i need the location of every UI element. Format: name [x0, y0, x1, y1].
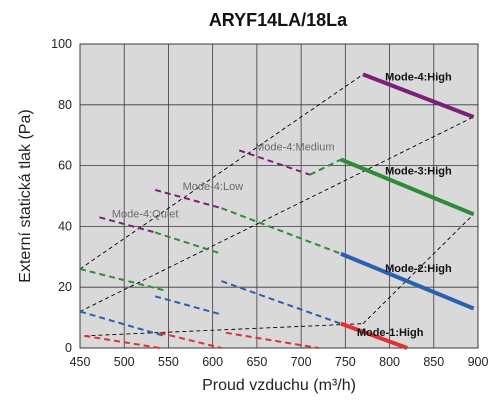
boundary-line — [79, 116, 474, 312]
series-label: Mode-1:High — [357, 327, 424, 339]
series-label: Mode-2:High — [385, 263, 452, 275]
x-axis-label: Proud vzduchu (m³/h) — [202, 377, 356, 394]
series-line — [340, 321, 408, 350]
x-tick-label: 500 — [114, 355, 135, 369]
series-line — [84, 334, 160, 349]
x-tick-label: 700 — [291, 355, 312, 369]
series-line — [309, 158, 342, 176]
series-line — [154, 231, 222, 255]
chart-title: ARYF14LA/18La — [209, 10, 348, 30]
x-tick-label: 650 — [246, 355, 267, 369]
series-label: Mode-4:Quiet — [112, 208, 179, 220]
y-tick-label: 80 — [58, 98, 72, 112]
boundary-line — [362, 213, 474, 324]
series-label: Mode-4:Medium — [255, 141, 334, 153]
series-line — [159, 331, 222, 349]
boundary-line — [79, 74, 364, 270]
x-tick-label: 550 — [158, 355, 179, 369]
x-tick-label: 600 — [202, 355, 223, 369]
series-label: Mode-4:Low — [183, 181, 244, 193]
y-tick-label: 20 — [58, 280, 72, 294]
x-tick-label: 450 — [70, 355, 91, 369]
series-line — [221, 280, 342, 325]
series-line — [340, 157, 475, 217]
series-line — [79, 310, 165, 337]
series-line — [221, 207, 342, 255]
y-axis-label: Externí statická tlak (Pa) — [17, 109, 34, 282]
y-tick-label: 0 — [65, 341, 72, 355]
series-line — [225, 331, 319, 349]
x-tick-label: 750 — [335, 355, 356, 369]
series-line — [79, 267, 165, 292]
series-line — [340, 251, 475, 311]
boundary-line — [84, 323, 364, 337]
x-tick-label: 850 — [423, 355, 444, 369]
y-tick-label: 100 — [51, 37, 72, 51]
x-tick-label: 900 — [468, 355, 489, 369]
series-label: Mode-3:High — [385, 166, 452, 178]
series-label: Mode-4:High — [385, 71, 452, 83]
series-line — [238, 149, 311, 176]
y-tick-label: 60 — [58, 159, 72, 173]
x-tick-label: 800 — [379, 355, 400, 369]
series-line — [154, 295, 222, 316]
y-tick-label: 40 — [58, 219, 72, 233]
series-line — [362, 72, 475, 119]
series-line — [154, 188, 222, 210]
